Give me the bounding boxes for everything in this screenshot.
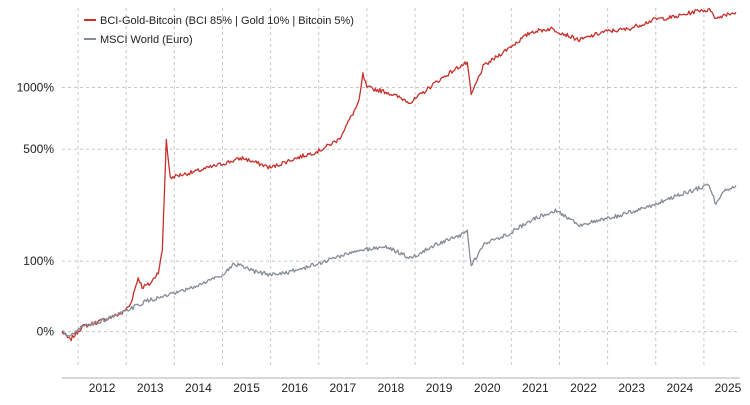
x-tick-label: 2019 <box>426 381 453 395</box>
y-tick-label: 0% <box>37 325 55 339</box>
series <box>61 8 737 342</box>
x-tick-label: 2013 <box>137 381 164 395</box>
x-tick-label: 2020 <box>474 381 501 395</box>
x-tick-label: 2025 <box>715 381 742 395</box>
x-tick-label: 2014 <box>185 381 212 395</box>
x-tick-label: 2012 <box>89 381 116 395</box>
series-line-bci-gold-bitcoin <box>61 8 737 342</box>
x-tick-label: 2018 <box>378 381 405 395</box>
legend: BCI-Gold-Bitcoin (BCI 85% | Gold 10% | B… <box>84 15 354 46</box>
x-tick-label: 2024 <box>666 381 693 395</box>
x-tick-label: 2016 <box>281 381 308 395</box>
y-tick-label: 1000% <box>17 80 55 94</box>
x-tick-label: 2015 <box>233 381 260 395</box>
y-tick-label: 500% <box>23 142 54 156</box>
y-tick-label: 100% <box>23 254 54 268</box>
series-line-msci-world <box>61 183 737 337</box>
axes: 0% 100% 500% 1000% 2012 2013 2014 2015 2016 2017 2… <box>17 80 742 395</box>
x-tick-label: 2023 <box>618 381 645 395</box>
legend-label: BCI-Gold-Bitcoin (BCI 85% | Gold 10% | B… <box>100 15 354 27</box>
x-tick-label: 2017 <box>329 381 356 395</box>
legend-label: MSCI World (Euro) <box>100 34 193 46</box>
x-tick-label: 2022 <box>570 381 597 395</box>
x-tick-label: 2021 <box>522 381 549 395</box>
grid <box>62 8 740 368</box>
